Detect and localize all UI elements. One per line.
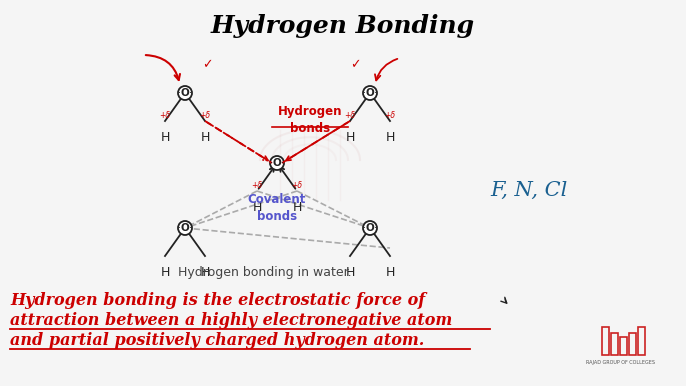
Text: attraction between a highly electronegative atom: attraction between a highly electronegat…: [10, 312, 452, 329]
Text: Hydrogen bonding is the electrostatic force of: Hydrogen bonding is the electrostatic fo…: [10, 292, 425, 309]
Text: H: H: [161, 266, 169, 279]
Text: O: O: [180, 223, 189, 233]
Text: ·: ·: [189, 88, 192, 98]
Text: H: H: [161, 131, 169, 144]
Text: and partial positively charged hydrogen atom.: and partial positively charged hydrogen …: [10, 332, 425, 349]
Text: O: O: [180, 88, 189, 98]
Text: ·: ·: [374, 88, 377, 98]
Bar: [620, 337, 627, 355]
Circle shape: [363, 86, 377, 100]
Circle shape: [270, 156, 284, 170]
Text: H: H: [200, 266, 210, 279]
Text: Covalent
bonds: Covalent bonds: [248, 193, 306, 223]
Text: ✓: ✓: [202, 59, 212, 71]
Text: ✓: ✓: [350, 59, 360, 71]
Text: Hydrogen bonding in water.: Hydrogen bonding in water.: [178, 266, 352, 279]
Text: ·: ·: [363, 223, 366, 233]
Text: Hydrogen
bonds: Hydrogen bonds: [278, 105, 342, 135]
Text: +δ: +δ: [384, 112, 396, 120]
Text: +δ: +δ: [344, 112, 355, 120]
Circle shape: [363, 221, 377, 235]
Text: H: H: [252, 201, 261, 214]
Text: +δ: +δ: [160, 112, 171, 120]
Circle shape: [178, 221, 192, 235]
Circle shape: [178, 86, 192, 100]
Text: ·: ·: [281, 158, 284, 168]
Text: O: O: [272, 158, 281, 168]
Text: H: H: [345, 131, 355, 144]
Bar: [629, 333, 636, 355]
Text: ·: ·: [178, 223, 181, 233]
Bar: [602, 327, 609, 355]
Text: H: H: [292, 201, 302, 214]
Text: O: O: [366, 88, 375, 98]
Text: ·: ·: [189, 223, 192, 233]
Text: H: H: [345, 266, 355, 279]
Text: Hydrogen Bonding: Hydrogen Bonding: [211, 14, 475, 38]
Text: H: H: [386, 266, 394, 279]
Text: ·: ·: [178, 88, 181, 98]
Bar: [638, 327, 645, 355]
Text: ·: ·: [374, 223, 377, 233]
Text: +δ: +δ: [252, 181, 263, 191]
Text: O: O: [366, 223, 375, 233]
Text: F, N, Cl: F, N, Cl: [490, 181, 567, 200]
Bar: [611, 333, 618, 355]
Text: +δ: +δ: [200, 112, 211, 120]
Text: H: H: [386, 131, 394, 144]
Text: H: H: [200, 131, 210, 144]
Text: ·: ·: [270, 158, 273, 168]
Text: RAJAD GROUP OF COLLEGES: RAJAD GROUP OF COLLEGES: [585, 360, 654, 365]
Text: ·: ·: [363, 88, 366, 98]
Text: +δ: +δ: [292, 181, 303, 191]
